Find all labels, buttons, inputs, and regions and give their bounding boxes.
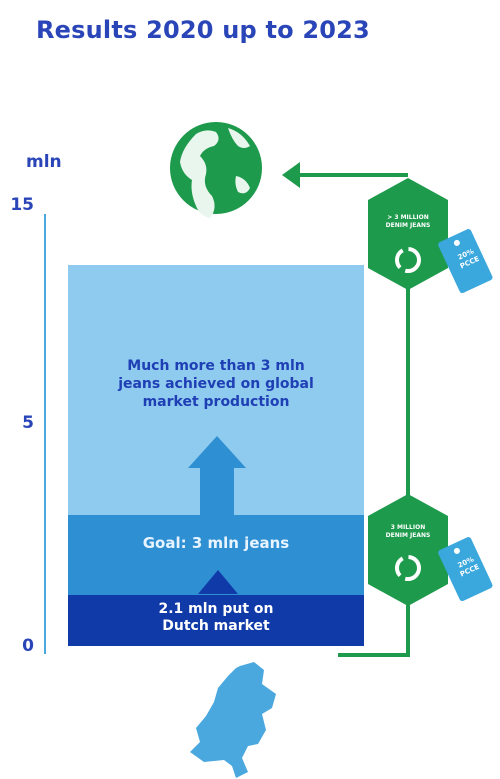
flow-connector [296, 173, 410, 657]
global-label-line-3: market production [142, 394, 290, 410]
globe-icon [170, 122, 262, 218]
y-tick-5: 5 [22, 413, 34, 433]
dutch-market-label: 2.1 mln put on Dutch market [68, 601, 364, 635]
global-label-line-2: jeans achieved on global [118, 376, 314, 392]
y-axis-unit: mln [26, 152, 62, 172]
netherlands-map-icon [190, 662, 276, 778]
hexagon-top-text: > 3 MILLION DENIM JEANS [374, 214, 442, 230]
arrow-up-icon [198, 570, 238, 594]
bar-dutch-market [68, 595, 364, 646]
price-tag-icon [438, 537, 493, 602]
dutch-label-line-2: Dutch market [162, 618, 270, 634]
hexagon-bottom-line-2: DENIM JEANS [385, 532, 431, 539]
hexagon-bottom-line-1: 3 MILLION [390, 524, 426, 531]
recycle-icon [395, 247, 421, 273]
arrow-up-icon [188, 436, 246, 516]
hexagon-badge-bottom [368, 494, 493, 606]
price-tag-icon [438, 229, 493, 294]
global-label-line-1: Much more than 3 mln [127, 358, 305, 374]
global-production-label: Much more than 3 mln jeans achieved on g… [68, 357, 364, 411]
chart-title: Results 2020 up to 2023 [36, 16, 370, 44]
y-axis-line [44, 214, 46, 654]
y-tick-0: 0 [22, 636, 34, 656]
hexagon-top-line-2: DENIM JEANS [385, 222, 431, 229]
arrow-left-icon [282, 162, 300, 188]
hexagon-top-line-1: > 3 MILLION [387, 214, 429, 221]
recycle-icon [395, 555, 421, 581]
dutch-label-line-1: 2.1 mln put on [158, 601, 274, 617]
hexagon-bottom-text: 3 MILLION DENIM JEANS [374, 524, 442, 540]
goal-label: Goal: 3 mln jeans [142, 534, 290, 552]
y-tick-15: 15 [10, 195, 34, 215]
hexagon-badge-top [368, 178, 493, 294]
